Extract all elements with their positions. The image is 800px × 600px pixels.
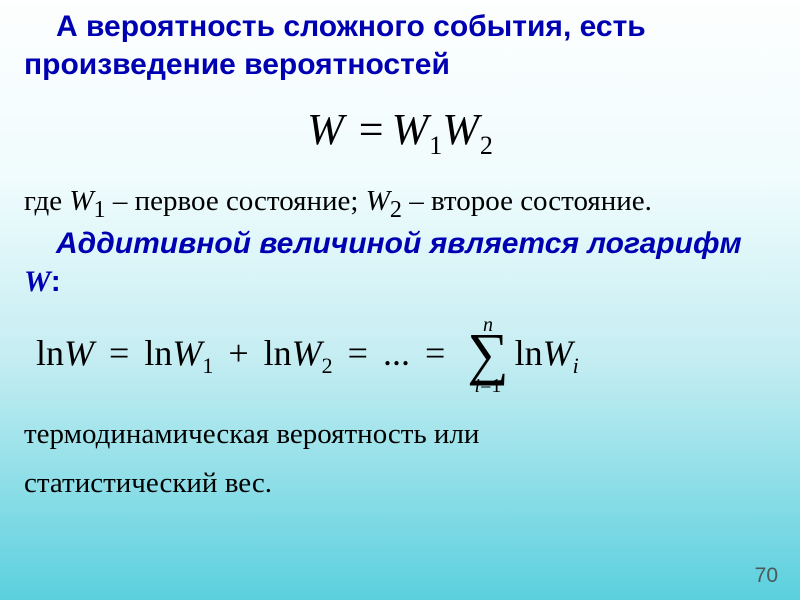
def-s2: 2 xyxy=(390,196,402,223)
sigma-term: lnWi xyxy=(515,332,579,379)
st-w: W xyxy=(543,333,573,373)
formula1-sub1: 1 xyxy=(428,131,442,160)
def-mid1: – первое состояние; xyxy=(106,185,366,217)
sigma-symbol: ∑ xyxy=(467,331,508,377)
f2-sub-1: 1 xyxy=(202,353,213,378)
f2-ln-0: ln xyxy=(36,333,64,373)
formula1-w2: W xyxy=(442,105,479,154)
def-pre: где xyxy=(24,185,69,217)
def-w2: W xyxy=(366,185,390,217)
formula1-lhs: W xyxy=(307,105,344,154)
headline-2: Аддитивной величиной является логарифм W… xyxy=(24,225,776,300)
sigma-lower-val: 1 xyxy=(491,375,501,397)
f2-eq-0: = xyxy=(103,333,135,373)
headline-1: А вероятность сложного события, есть про… xyxy=(24,8,776,84)
formula-log-additive: lnW = lnW1 + lnW2 = ... = n ∑ i=1 lnWi xyxy=(36,306,776,404)
f2-sub-2: 2 xyxy=(322,353,333,378)
sigma-lower: i=1 xyxy=(475,376,502,396)
f2-eq-2: = xyxy=(419,333,451,373)
f2-plus-1: + xyxy=(222,333,254,373)
f2-w-2: W xyxy=(292,333,322,373)
footer-line-2: статистический вес. xyxy=(24,461,776,506)
f2-ln-2: ln xyxy=(264,333,292,373)
def-w1: W xyxy=(69,185,93,217)
sigma-lower-eq: = xyxy=(480,375,491,397)
headline2-colon: : xyxy=(51,265,61,298)
st-ln: ln xyxy=(515,333,543,373)
footer-line-1: термодинамическая вероятность или xyxy=(24,412,776,457)
f2-dots: ... xyxy=(383,333,410,373)
f2-eq-1: = xyxy=(342,333,374,373)
def-mid2: – второе состояние. xyxy=(402,185,652,217)
sigma-operator: n ∑ i=1 xyxy=(467,315,508,395)
page-number: 70 xyxy=(755,564,778,588)
headline2-text: Аддитивной величиной является логарифм xyxy=(56,227,742,260)
f2-w-1: W xyxy=(172,333,202,373)
definition-line: где W1 – первое состояние; W2 – второе с… xyxy=(24,183,776,225)
formula1-sub2: 2 xyxy=(479,131,493,160)
formula-probability-product: W =W1W2 xyxy=(24,104,776,161)
formula2-expansion: lnW = lnW1 + lnW2 = ... = xyxy=(36,332,463,379)
f2-w-0: W xyxy=(64,333,94,373)
st-sub: i xyxy=(573,353,579,378)
def-s1: 1 xyxy=(94,196,106,223)
formula1-w1: W xyxy=(392,105,429,154)
headline2-var: W xyxy=(24,265,51,298)
formula1-equals: = xyxy=(355,105,392,154)
f2-ln-1: ln xyxy=(144,333,172,373)
